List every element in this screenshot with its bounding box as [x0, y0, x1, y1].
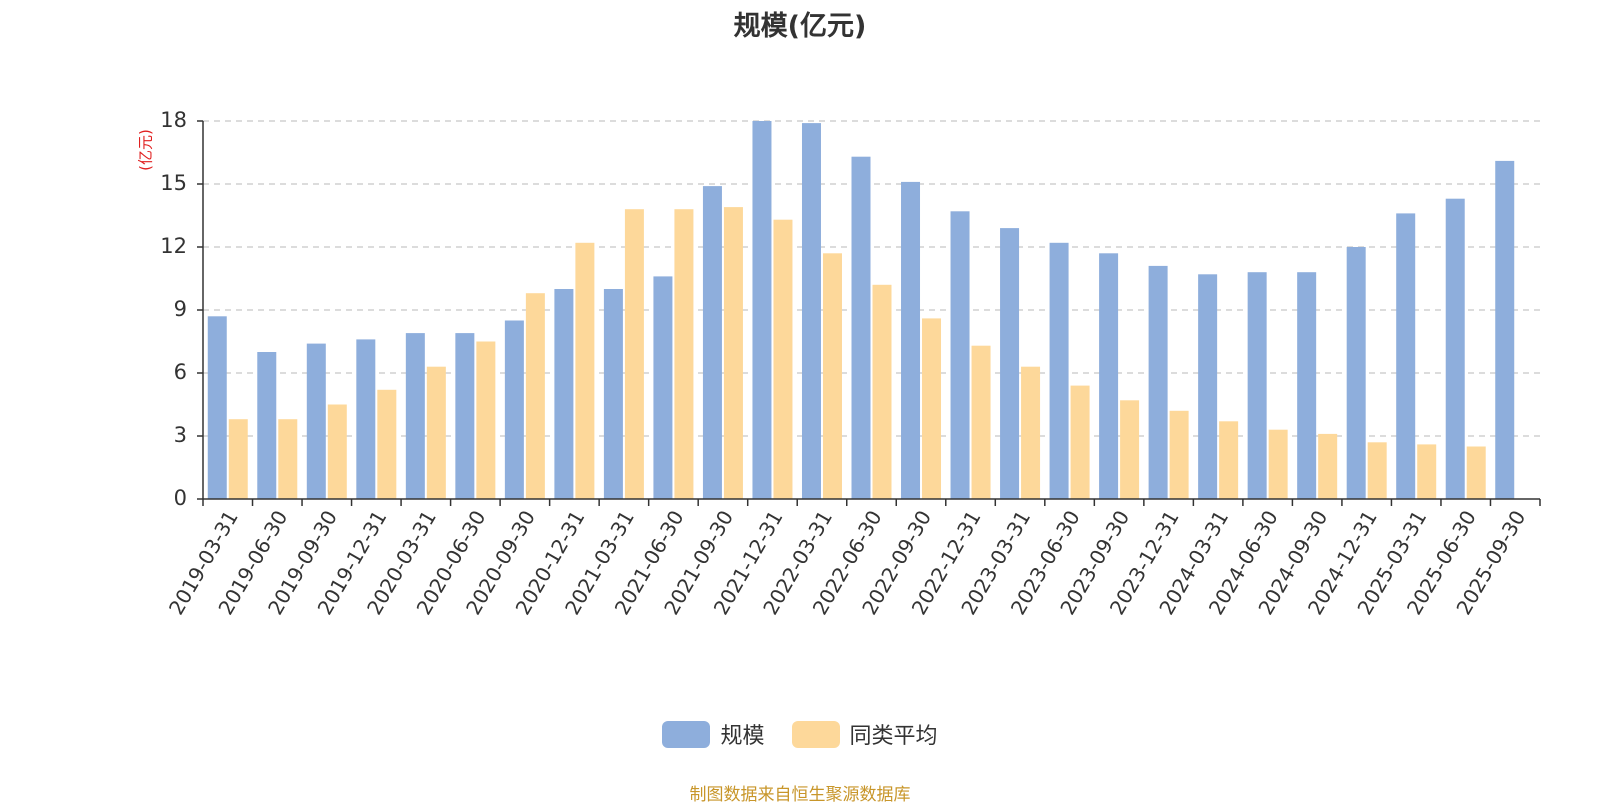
bar-scale[interactable] [356, 339, 376, 499]
bar-category-average[interactable] [525, 293, 545, 499]
bar-scale[interactable] [1396, 213, 1416, 499]
bar-category-average[interactable] [624, 209, 644, 499]
bar-scale[interactable] [901, 181, 921, 499]
bar-scale[interactable] [207, 316, 227, 499]
bar-category-average[interactable] [228, 419, 248, 499]
bar-scale[interactable] [1000, 228, 1020, 499]
bar-category-average[interactable] [476, 341, 496, 500]
series-1 [228, 207, 1486, 500]
bar-category-average[interactable] [1417, 444, 1437, 499]
data-source-note: 制图数据来自恒生聚源数据库 [689, 785, 911, 805]
bar-scale[interactable] [1247, 272, 1267, 499]
bar-category-average[interactable] [278, 419, 298, 499]
bar-scale[interactable] [405, 333, 425, 499]
y-tick-labels: 0 3 6 9 12 15 18 [160, 108, 187, 510]
y-tick-label: 6 [174, 360, 187, 384]
bar-scale[interactable] [257, 352, 277, 499]
y-axis-label: (亿元) [137, 129, 155, 171]
bars [207, 121, 1515, 500]
x-tick-labels: 2019-03-312019-06-302019-09-302019-12-31… [164, 506, 1530, 619]
bar-category-average[interactable] [822, 253, 842, 499]
legend-swatch-category-average [791, 720, 840, 748]
y-tick-label: 0 [174, 486, 187, 510]
bar-category-average[interactable] [1120, 400, 1140, 499]
bar-scale[interactable] [653, 276, 673, 499]
bar-scale[interactable] [1099, 253, 1119, 499]
bar-category-average[interactable] [377, 389, 397, 499]
chart-title: 规模(亿元) [733, 11, 867, 42]
bar-scale[interactable] [950, 211, 970, 500]
bar-category-average[interactable] [723, 207, 743, 499]
bar-scale[interactable] [554, 289, 574, 499]
bar-category-average[interactable] [971, 345, 991, 499]
y-tick-label: 15 [160, 171, 187, 195]
legend-swatch-scale [662, 720, 711, 748]
bar-scale[interactable] [702, 186, 722, 499]
bar-scale[interactable] [851, 156, 871, 499]
bar-scale[interactable] [1148, 265, 1168, 499]
bar-category-average[interactable] [1219, 421, 1239, 499]
bar-scale[interactable] [801, 123, 821, 499]
legend-label-scale: 规模 [720, 724, 765, 749]
bar-scale[interactable] [504, 320, 524, 500]
bar-scale[interactable] [455, 333, 475, 499]
bar-category-average[interactable] [1466, 446, 1486, 500]
bar-scale[interactable] [1445, 198, 1465, 499]
bar-category-average[interactable] [922, 318, 942, 499]
bar-category-average[interactable] [1070, 385, 1090, 499]
series-0 [207, 121, 1515, 500]
legend-item-category-average[interactable]: 同类平均 [791, 718, 938, 750]
legend-label-category-average: 同类平均 [849, 724, 938, 749]
bar-category-average[interactable] [1021, 366, 1041, 499]
bar-category-average[interactable] [674, 209, 694, 499]
bar-category-average[interactable] [1367, 442, 1387, 499]
bar-scale[interactable] [1049, 242, 1069, 500]
bar-scale[interactable] [1297, 272, 1317, 499]
bar-category-average[interactable] [1268, 429, 1288, 499]
bar-scale[interactable] [603, 289, 623, 499]
bar-scale[interactable] [306, 343, 326, 499]
bar-category-average[interactable] [575, 242, 595, 500]
y-tick-label: 9 [174, 297, 187, 321]
y-tick-label: 18 [160, 108, 187, 132]
bar-category-average[interactable] [1318, 433, 1338, 499]
bar-category-average[interactable] [426, 366, 446, 499]
legend: 规模 同类平均 [0, 718, 1600, 750]
bar-scale[interactable] [1198, 274, 1218, 499]
y-tick-label: 12 [160, 234, 187, 258]
bar-scale[interactable] [1495, 160, 1515, 499]
axes [197, 120, 1541, 506]
bar-category-average[interactable] [327, 404, 347, 500]
legend-item-scale[interactable]: 规模 [662, 718, 765, 750]
bar-category-average[interactable] [1169, 410, 1189, 499]
bar-scale[interactable] [1346, 247, 1366, 499]
y-tick-label: 3 [174, 423, 187, 447]
grid-lines [203, 120, 1540, 437]
bar-scale[interactable] [752, 121, 772, 499]
bar-category-average[interactable] [773, 219, 793, 499]
bar-category-average[interactable] [872, 284, 892, 499]
